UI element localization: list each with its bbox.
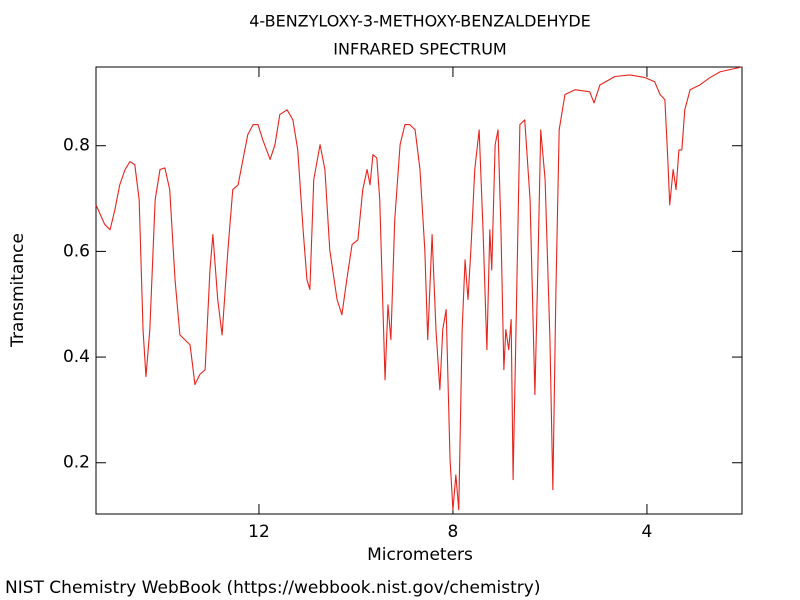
x-tick-label: 4 [642, 522, 653, 542]
x-tick-label: 12 [248, 522, 270, 542]
x-axis-label: Micrometers [367, 545, 473, 565]
y-tick-label: 0.4 [63, 347, 90, 367]
x-tick-label: 8 [448, 522, 459, 542]
plot-frame [95, 66, 743, 515]
y-tick-label: 0.6 [63, 241, 90, 261]
y-axis-label: Transmitance [8, 233, 28, 348]
spectrum-line [95, 66, 743, 511]
chart-subtitle: INFRARED SPECTRUM [333, 40, 506, 59]
y-tick-label: 0.8 [63, 136, 90, 156]
source-note: NIST Chemistry WebBook (https://webbook.… [5, 578, 540, 598]
y-tick-label: 0.2 [63, 453, 90, 473]
chart-title: 4-BENZYLOXY-3-METHOXY-BENZALDEHYDE [249, 12, 591, 31]
